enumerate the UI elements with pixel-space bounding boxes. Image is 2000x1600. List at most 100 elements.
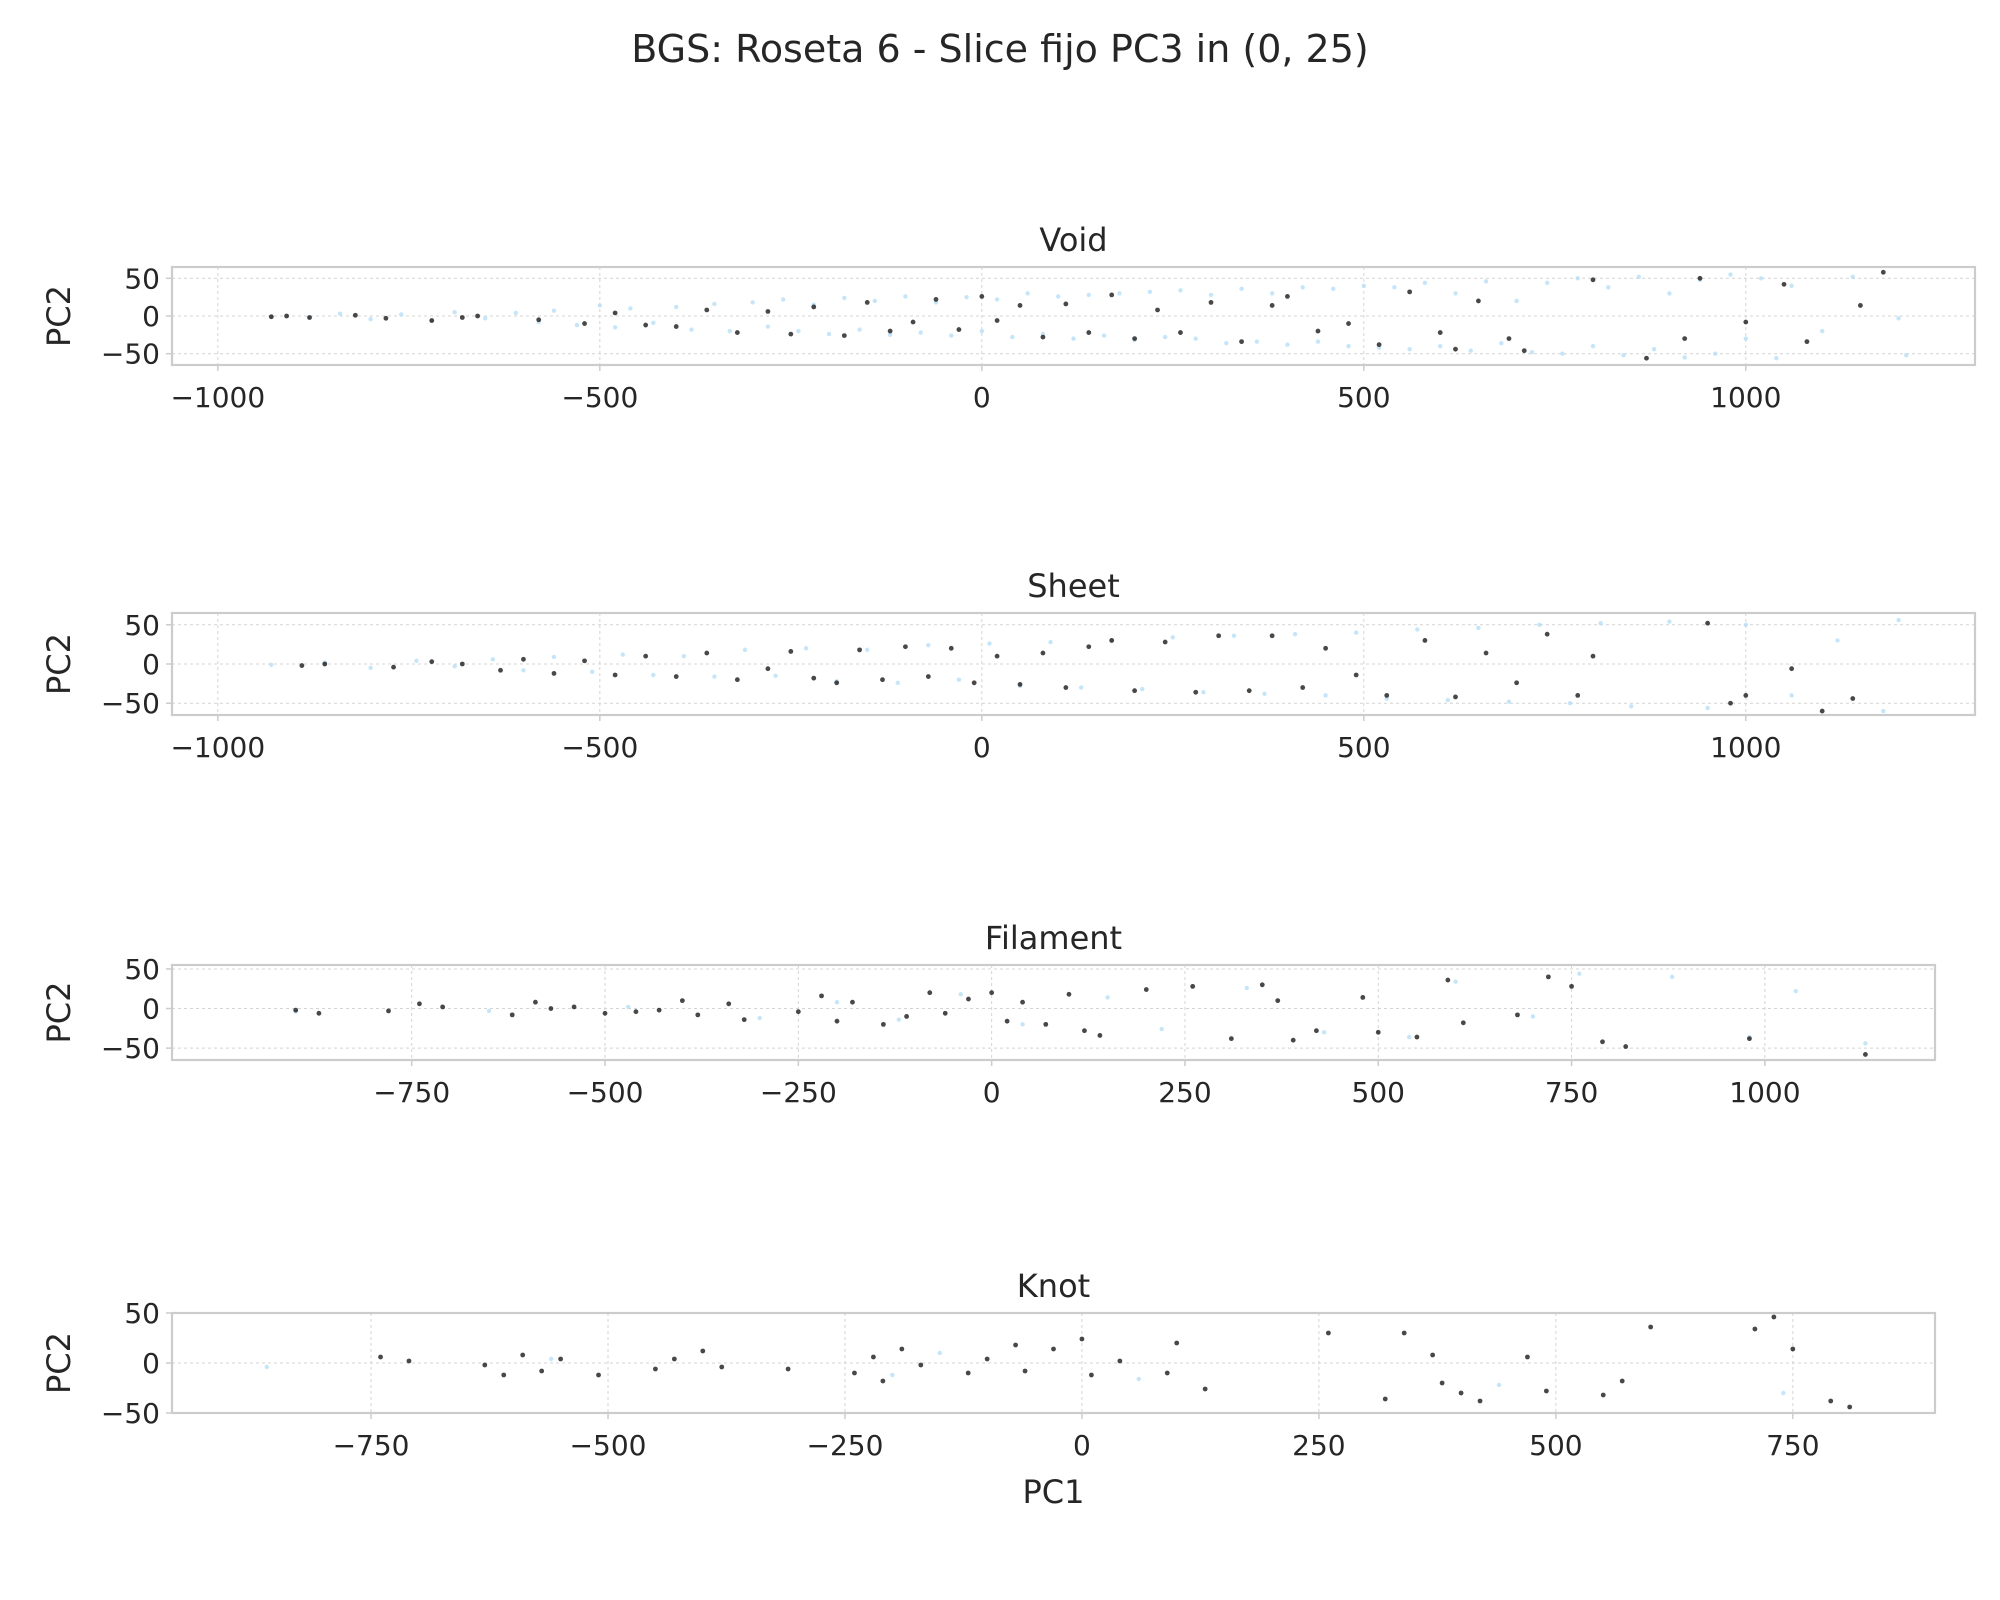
sheet-highlight-point — [1483, 650, 1489, 656]
filament-background-point — [1244, 985, 1250, 991]
sheet-y-tick-label: 50 — [124, 609, 160, 642]
filament-background-point — [834, 1000, 840, 1005]
filament-highlight-point — [989, 990, 995, 996]
void-highlight-point — [1858, 303, 1863, 308]
sheet-highlight-point — [673, 674, 679, 679]
void-background-point — [1453, 291, 1458, 296]
void-highlight-point — [933, 297, 939, 302]
void-highlight-point — [1407, 289, 1413, 295]
void-x-tick-label: 1000 — [1710, 381, 1781, 414]
void-background-point — [513, 310, 518, 316]
sheet-background-point — [1567, 701, 1573, 706]
void-x-tick-label: −500 — [561, 381, 638, 414]
sheet-highlight-point — [1216, 633, 1222, 639]
knot-background-point — [1781, 1390, 1786, 1396]
void-highlight-point — [643, 322, 649, 328]
void-highlight-point — [1285, 294, 1290, 299]
sheet-background-point — [1896, 617, 1901, 623]
void-highlight-point — [1682, 336, 1688, 342]
filament-x-tick-label: −750 — [373, 1076, 450, 1109]
void-highlight-point — [1880, 269, 1886, 275]
void-background-point — [1468, 348, 1473, 353]
filament-highlight-point — [1623, 1044, 1629, 1049]
void-background-point — [750, 300, 755, 305]
knot-highlight-point — [1619, 1378, 1625, 1384]
void-y-tick-label: −50 — [101, 338, 160, 371]
knot-highlight-point — [1051, 1346, 1056, 1352]
sheet-highlight-point — [1819, 708, 1825, 714]
void-background-point — [1590, 343, 1596, 349]
sheet-background-point — [269, 662, 274, 667]
void-y-tick-label: 50 — [124, 262, 160, 295]
knot-highlight-point — [1117, 1358, 1123, 1364]
void-highlight-point — [910, 319, 916, 325]
knot-x-tick-label: −750 — [333, 1429, 410, 1462]
filament-background-point — [486, 1008, 492, 1014]
filament-highlight-point — [927, 990, 933, 996]
void-background-point — [949, 333, 954, 338]
knot-background-point — [264, 1364, 269, 1370]
filament-y-tick-label: −50 — [101, 1032, 160, 1065]
filament-highlight-point — [880, 1021, 886, 1027]
void-highlight-point — [268, 314, 274, 320]
knot-x-tick-label: 250 — [1292, 1429, 1345, 1462]
sheet-highlight-point — [1544, 631, 1550, 637]
void-background-point — [483, 316, 488, 321]
filament-highlight-point — [1360, 995, 1366, 1000]
knot-highlight-point — [852, 1370, 857, 1376]
filament-highlight-point — [726, 1001, 732, 1007]
void-highlight-point — [1155, 307, 1160, 313]
void-background-point — [597, 303, 603, 308]
sheet-background-point — [1835, 638, 1840, 643]
void-highlight-point — [864, 300, 870, 305]
void-background-point — [689, 327, 694, 332]
void-highlight-point — [979, 294, 985, 299]
void-background-point — [1071, 336, 1076, 341]
sheet-highlight-point — [857, 647, 862, 653]
knot-highlight-point — [1401, 1330, 1407, 1336]
sheet-highlight-point — [1086, 644, 1092, 650]
void-highlight-point — [1453, 346, 1458, 352]
void-background-point — [1361, 283, 1367, 289]
filament-background-point — [626, 1004, 631, 1010]
filament-highlight-point — [602, 1010, 608, 1016]
sheet-x-tick-label: 500 — [1337, 731, 1390, 764]
void-background-point — [1254, 339, 1260, 344]
sheet-highlight-point — [1246, 688, 1252, 694]
void-highlight-point — [383, 315, 389, 321]
knot-highlight-point — [1089, 1372, 1094, 1378]
void-y-axis-label: PC2 — [40, 285, 78, 347]
sheet-background-point — [1743, 622, 1749, 627]
void-background-point — [337, 311, 343, 316]
knot-highlight-point — [596, 1372, 601, 1378]
knot-highlight-point — [1828, 1398, 1834, 1404]
sheet-background-point — [1415, 627, 1420, 632]
sheet-x-tick-label: −1000 — [170, 731, 265, 764]
filament-highlight-point — [1600, 1039, 1605, 1045]
void-highlight-point — [1590, 277, 1596, 283]
void-highlight-point — [1178, 330, 1183, 335]
filament-highlight-point — [533, 999, 538, 1005]
sheet-y-tick-label: 0 — [142, 648, 160, 681]
filament-highlight-point — [1445, 977, 1451, 983]
knot-background-point — [937, 1350, 942, 1356]
filament-highlight-point — [1414, 1034, 1420, 1040]
void-highlight-point — [887, 328, 893, 334]
void-background-point — [1224, 340, 1229, 346]
knot-highlight-point — [880, 1378, 886, 1384]
sheet-highlight-point — [994, 653, 1000, 659]
filament-background-point — [1793, 988, 1799, 994]
knot-highlight-point — [1752, 1326, 1758, 1332]
sheet-highlight-point — [391, 664, 396, 670]
filament-highlight-point — [509, 1012, 515, 1018]
filament-highlight-point — [1747, 1036, 1752, 1042]
sheet-background-point — [681, 653, 687, 659]
filament-highlight-point — [679, 998, 685, 1004]
sheet-highlight-point — [925, 674, 931, 679]
knot-highlight-point — [1022, 1368, 1028, 1374]
filament-x-tick-label: 250 — [1158, 1076, 1211, 1109]
knot-highlight-point — [871, 1354, 876, 1360]
sheet-background-point — [1537, 622, 1542, 627]
void-background-point — [1758, 276, 1764, 281]
sheet-highlight-point — [1728, 700, 1733, 706]
